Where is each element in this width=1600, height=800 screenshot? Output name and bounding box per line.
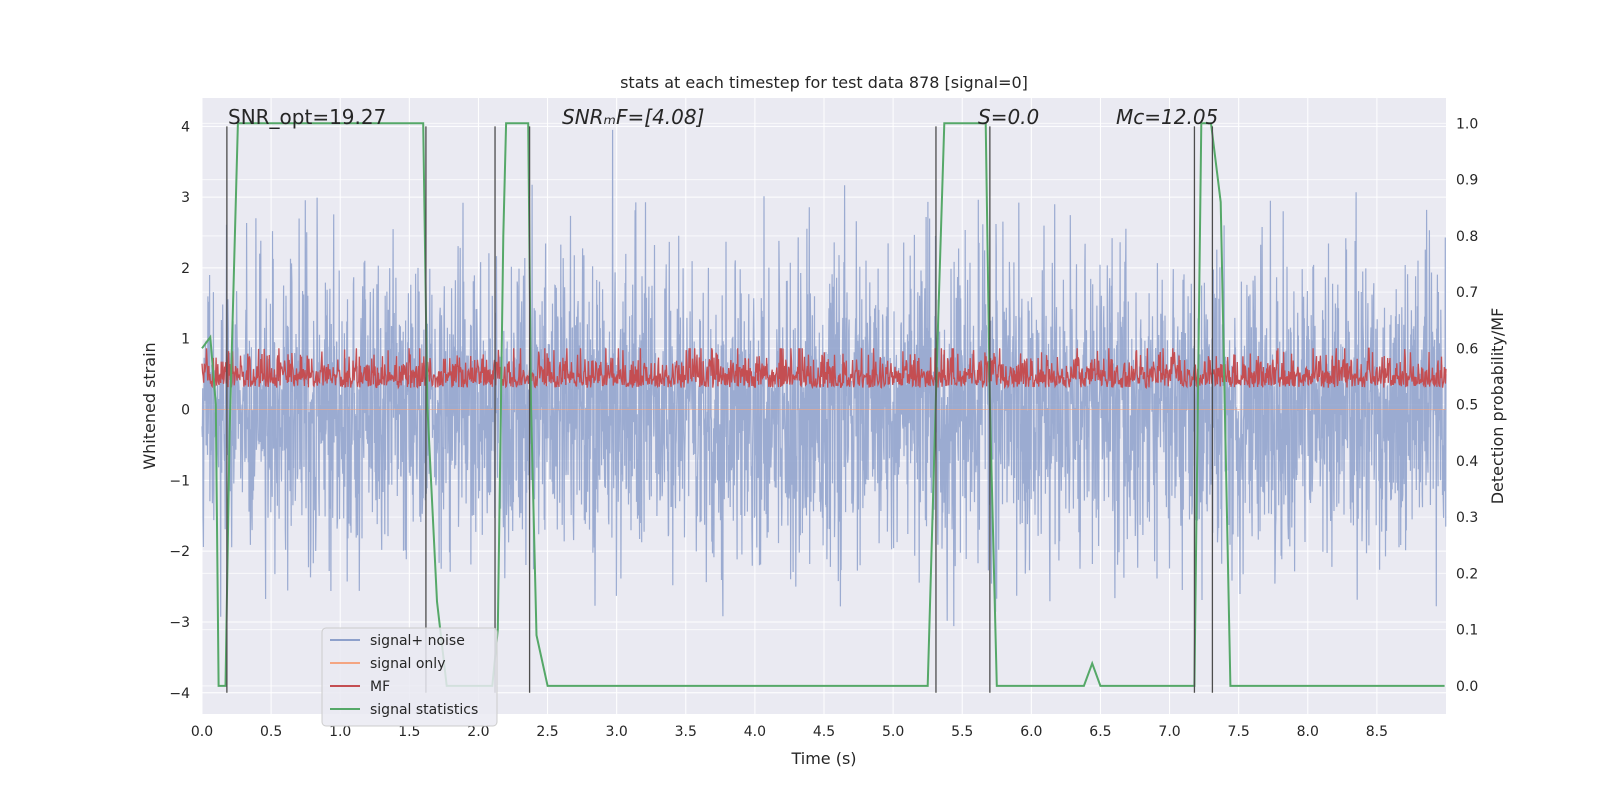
y-left-tick-label: −3 [169, 615, 190, 631]
y-left-tick-label: −1 [169, 473, 190, 489]
y-axis-left-label: Whitened strain [140, 342, 159, 469]
y-right-tick-label: 0.6 [1456, 341, 1478, 357]
legend: signal+ noise signal only MF signal stat… [321, 627, 498, 727]
mf-series [201, 347, 1447, 390]
annotation-snr-opt: SNR_opt=19.27 [228, 105, 386, 129]
x-tick-label: 4.0 [744, 724, 766, 740]
legend-label-mf: MF [370, 679, 390, 695]
legend-box [321, 627, 498, 727]
x-tick-label: 7.0 [1158, 724, 1180, 740]
x-axis-ticks: 0.0 0.5 1.0 1.5 2.0 2.5 3.0 3.5 4.0 4.5 5.0 5.5 6.0 6… [191, 724, 1388, 740]
y-left-tick-label: −2 [169, 544, 190, 560]
x-tick-label: 5.5 [951, 724, 973, 740]
signal-statistics-series [201, 122, 1445, 687]
signal-noise-line [201, 129, 1447, 627]
y-left-tick-label: 1 [181, 332, 190, 348]
event-lines [226, 126, 1214, 693]
signal-statistics-line [201, 122, 1445, 687]
x-tick-label: 6.0 [1020, 724, 1042, 740]
y-left-tick-label: −4 [169, 686, 190, 702]
x-tick-label: 1.0 [329, 724, 351, 740]
annotation-snr-mf: SNRₘF=[4.08] [562, 105, 704, 129]
x-tick-label: 8.5 [1366, 724, 1388, 740]
x-tick-label: 3.0 [606, 724, 628, 740]
x-axis-label: Time (s) [790, 749, 856, 768]
y-right-tick-label: 0.7 [1456, 285, 1478, 301]
annotation-mc: Mᴄ=12.05 [1116, 105, 1218, 129]
y-right-tick-label: 0.9 [1456, 173, 1478, 189]
x-tick-label: 0.0 [191, 724, 213, 740]
x-tick-label: 2.5 [536, 724, 558, 740]
y-right-tick-label: 1.0 [1456, 116, 1478, 132]
y-right-tick-label: 0.5 [1456, 398, 1478, 414]
legend-label-noise: signal+ noise [370, 633, 465, 649]
x-tick-label: 2.0 [467, 724, 489, 740]
y-right-tick-label: 0.4 [1456, 454, 1478, 470]
x-tick-label: 7.5 [1228, 724, 1250, 740]
x-tick-label: 4.5 [813, 724, 835, 740]
y-right-tick-label: 0.8 [1456, 229, 1478, 245]
x-tick-label: 1.5 [398, 724, 420, 740]
x-tick-label: 5.0 [882, 724, 904, 740]
legend-label-signal-only: signal only [370, 656, 445, 672]
y-right-tick-label: 0.2 [1456, 566, 1478, 582]
annotation-s: S=0.0 [978, 105, 1039, 129]
x-tick-label: 0.5 [260, 724, 282, 740]
mf-line [201, 347, 1447, 390]
y-right-tick-label: 0.3 [1456, 510, 1478, 526]
y-left-tick-label: 3 [181, 190, 190, 206]
y-left-tick-label: 0 [181, 403, 190, 419]
y-right-tick-label: 0.0 [1456, 679, 1478, 695]
y-axis-right-label: Detection probability/MF [1488, 308, 1507, 505]
legend-label-stats: signal statistics [370, 702, 478, 718]
x-tick-label: 6.5 [1089, 724, 1111, 740]
y-left-tick-label: 4 [181, 119, 190, 135]
y-axis-left-ticks: 4 3 2 1 0 −1 −2 −3 −4 [169, 119, 190, 701]
y-right-tick-label: 0.1 [1456, 623, 1478, 639]
signal-noise-series [201, 129, 1447, 627]
x-tick-label: 8.0 [1297, 724, 1319, 740]
chart-title: stats at each timestep for test data 878… [620, 73, 1028, 92]
y-left-tick-label: 2 [181, 261, 190, 277]
y-axis-right-ticks: 1.0 0.9 0.8 0.7 0.6 0.5 0.4 0.3 0.2 0.1 0.0 [1456, 116, 1478, 695]
x-tick-label: 3.5 [675, 724, 697, 740]
